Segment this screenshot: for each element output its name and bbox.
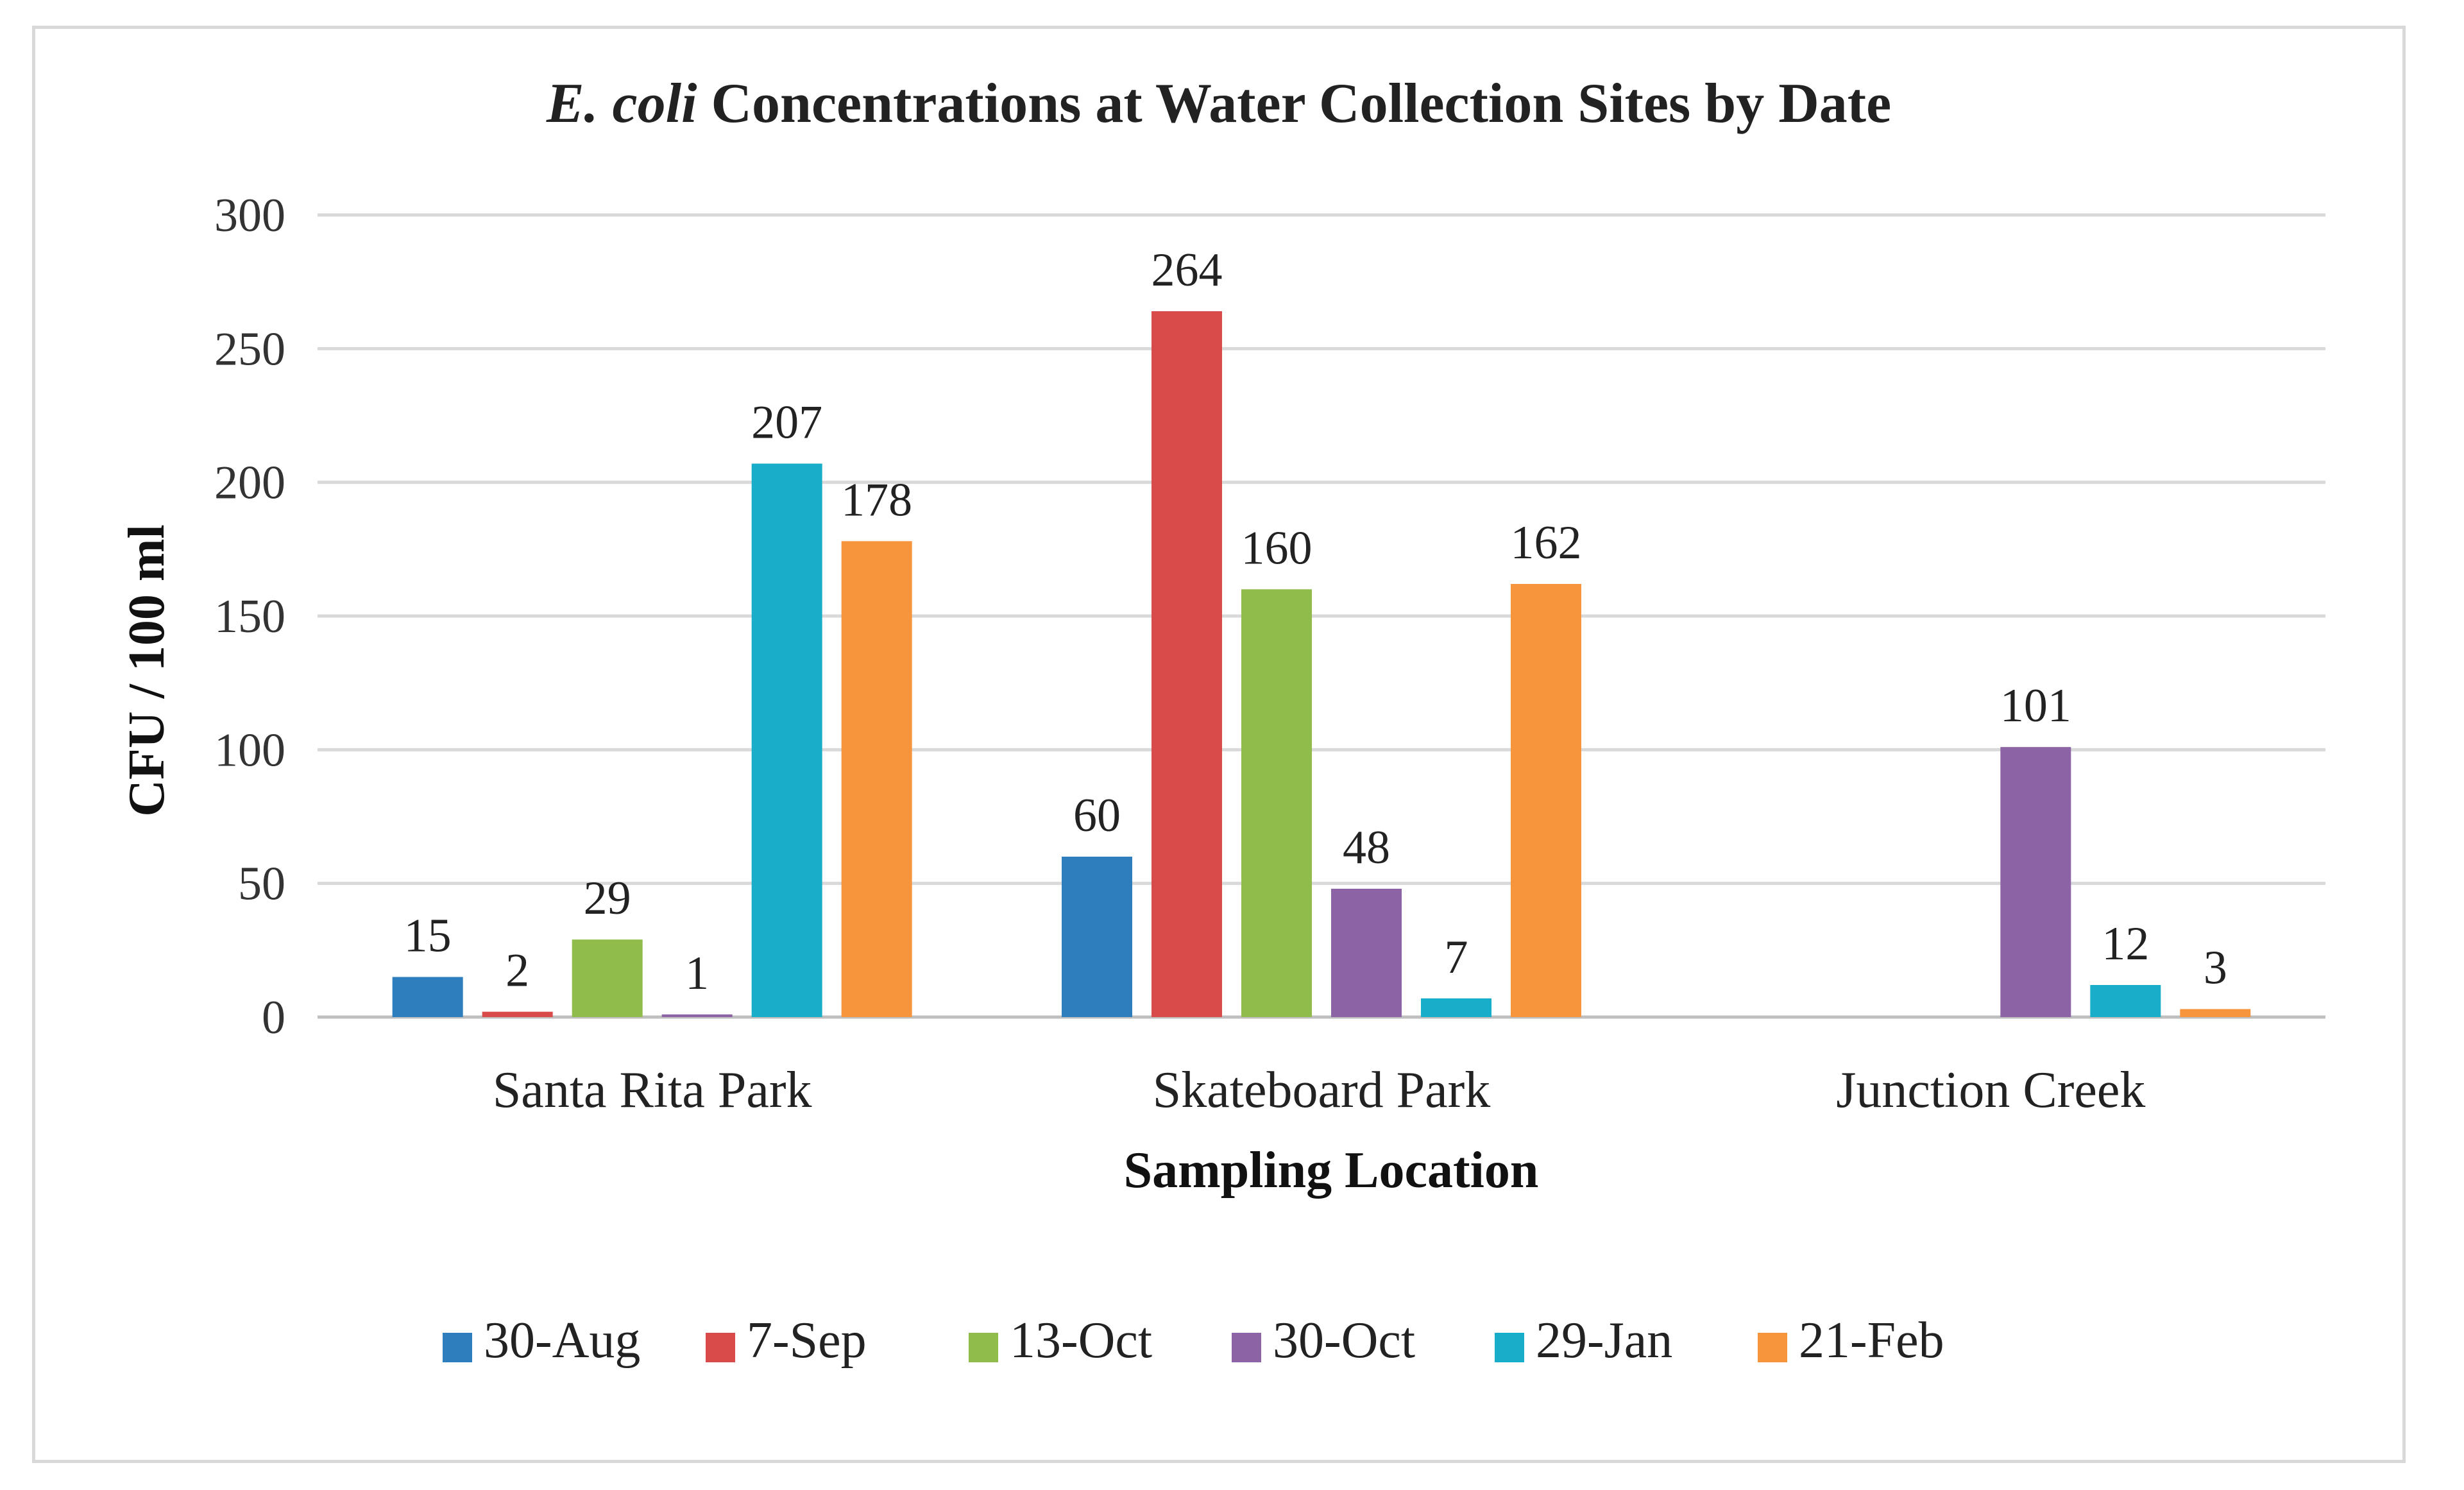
- y-tick-label: 250: [214, 323, 285, 375]
- data-label: 207: [751, 397, 822, 449]
- bar: [2090, 985, 2161, 1017]
- bar: [1331, 889, 1402, 1017]
- legend-item: 21-Feb: [1758, 1312, 1944, 1369]
- y-tick-label: 100: [214, 724, 285, 776]
- data-label: 162: [1511, 517, 1582, 569]
- bar: [1241, 589, 1312, 1017]
- bar: [751, 463, 822, 1017]
- legend-item: 7-Sep: [706, 1312, 867, 1369]
- data-label: 3: [2204, 942, 2227, 995]
- bar: [1151, 311, 1222, 1017]
- data-label: 29: [584, 872, 631, 925]
- y-tick-label: 150: [214, 590, 285, 643]
- data-label: 178: [841, 474, 912, 526]
- bar: [1511, 584, 1581, 1017]
- bar: [1421, 998, 1491, 1017]
- legend-swatch: [706, 1333, 735, 1362]
- data-label: 12: [2102, 918, 2149, 970]
- x-category-label: Santa Rita Park: [493, 1062, 812, 1118]
- legend-swatch: [443, 1333, 472, 1362]
- x-axis-categories: Santa Rita Park Skateboard Park Junction C…: [493, 1062, 2146, 1118]
- y-tick-label: 200: [214, 457, 285, 510]
- legend-label: 30-Oct: [1273, 1312, 1415, 1369]
- bar: [661, 1014, 733, 1017]
- y-tick-label: 300: [214, 189, 285, 242]
- legend-label: 13-Oct: [1010, 1312, 1152, 1369]
- chart-title: E. coli Concentrations at Water Collecti…: [546, 73, 1891, 135]
- y-tick-label: 50: [238, 858, 285, 911]
- bar: [2000, 747, 2071, 1017]
- y-axis-ticks: 0 50 100 150 200 250 300: [214, 189, 285, 1044]
- legend-label: 7-Sep: [747, 1312, 867, 1369]
- chart-canvas: E. coli Concentrations at Water Collecti…: [119, 73, 2325, 1369]
- data-label: 160: [1241, 522, 1313, 574]
- bar: [841, 541, 912, 1017]
- data-label: 15: [404, 910, 452, 963]
- y-tick-label: 0: [262, 991, 285, 1044]
- legend-item: 30-Aug: [443, 1312, 640, 1369]
- chart-title-italic: E. coli: [546, 73, 697, 135]
- y-axis-title: CFU / 100 ml: [119, 524, 175, 817]
- data-label: 48: [1343, 821, 1390, 874]
- legend-item: 29-Jan: [1495, 1312, 1672, 1369]
- data-label: 7: [1445, 931, 1468, 984]
- x-category-label: Junction Creek: [1836, 1062, 2145, 1118]
- legend-item: 13-Oct: [969, 1312, 1152, 1369]
- x-category-label: Skateboard Park: [1153, 1062, 1491, 1118]
- bar: [482, 1011, 553, 1017]
- bars: [392, 311, 2251, 1017]
- legend-label: 21-Feb: [1799, 1312, 1944, 1369]
- legend-label: 30-Aug: [484, 1312, 640, 1369]
- data-label: 264: [1151, 244, 1223, 296]
- legend-swatch: [1495, 1333, 1524, 1362]
- legend-swatch: [969, 1333, 998, 1362]
- legend-swatch: [1232, 1333, 1261, 1362]
- data-labels: 15 2 29 1 207 178 60 264 160 48 7 162 101 12 3: [404, 244, 2227, 1000]
- legend-swatch: [1758, 1333, 1787, 1362]
- bar: [2180, 1009, 2251, 1017]
- data-label: 60: [1073, 789, 1121, 842]
- bar: [392, 977, 463, 1017]
- bar: [1062, 857, 1132, 1017]
- data-label: 101: [2000, 680, 2071, 732]
- data-label: 1: [685, 947, 709, 1000]
- legend: 30-Aug 7-Sep 13-Oct 30-Oct 29-Jan 21-Feb: [443, 1312, 1944, 1369]
- x-axis-title: Sampling Location: [1124, 1142, 1539, 1199]
- bar: [572, 939, 643, 1017]
- chart-frame: E. coli Concentrations at Water Collecti…: [32, 26, 2406, 1463]
- legend-label: 29-Jan: [1536, 1312, 1672, 1369]
- legend-item: 30-Oct: [1232, 1312, 1415, 1369]
- data-label: 2: [506, 945, 529, 997]
- gridlines: [318, 213, 2325, 1019]
- chart-title-main: Concentrations at Water Collection Sites…: [711, 73, 1891, 135]
